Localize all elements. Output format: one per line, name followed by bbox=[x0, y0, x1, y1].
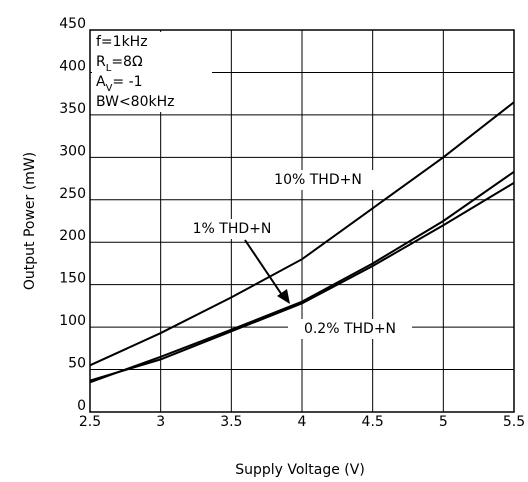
arrow bbox=[244, 239, 285, 299]
y-tick-label: 50 bbox=[68, 356, 86, 372]
series-line bbox=[89, 170, 515, 384]
series-label: 10% THD+N bbox=[274, 172, 362, 188]
condition-text: f=1kHz bbox=[96, 34, 148, 50]
condition-part: V bbox=[106, 83, 113, 94]
y-tick-label: 200 bbox=[59, 228, 86, 244]
condition-text: BW<80kHz bbox=[96, 94, 174, 110]
series-line bbox=[89, 181, 515, 382]
x-tick-label: 4 bbox=[298, 414, 307, 430]
y-tick-label: 350 bbox=[59, 101, 86, 117]
x-tick-label: 5 bbox=[439, 414, 448, 430]
x-tick-label: 4.5 bbox=[362, 414, 384, 430]
condition-part: L bbox=[106, 63, 112, 74]
condition-text: RL=8Ω bbox=[96, 54, 143, 74]
condition-text: AV= -1 bbox=[96, 74, 143, 94]
y-tick-label: 450 bbox=[59, 16, 86, 32]
series-label: 1% THD+N bbox=[193, 221, 272, 237]
x-tick-label: 5.5 bbox=[503, 414, 525, 430]
x-tick-label: 3.5 bbox=[220, 414, 242, 430]
series-label: 0.2% THD+N bbox=[304, 321, 396, 337]
series-line bbox=[89, 101, 515, 367]
y-axis-label: Output Power (mW) bbox=[22, 152, 38, 290]
x-tick-label: 2.5 bbox=[79, 414, 101, 430]
x-axis-label: Supply Voltage (V) bbox=[235, 462, 365, 478]
y-tick-label: 250 bbox=[59, 186, 86, 202]
condition-part: R bbox=[96, 54, 106, 70]
condition-part: A bbox=[96, 74, 106, 90]
label-backing bbox=[256, 170, 380, 190]
condition-part: =8Ω bbox=[111, 54, 143, 70]
y-tick-label: 300 bbox=[59, 143, 86, 159]
label-backing bbox=[288, 319, 412, 339]
condition-part: = -1 bbox=[112, 74, 142, 90]
y-tick-label: 100 bbox=[59, 313, 86, 329]
y-tick-label: 150 bbox=[59, 271, 86, 287]
arrow-head bbox=[277, 289, 290, 304]
y-tick-label: 0 bbox=[77, 398, 86, 414]
x-tick-label: 3 bbox=[156, 414, 165, 430]
conditions-backing bbox=[92, 32, 212, 112]
label-backing bbox=[170, 219, 294, 239]
condition-part: f=1kHz bbox=[96, 34, 148, 50]
y-tick-label: 400 bbox=[59, 58, 86, 74]
condition-part: BW<80kHz bbox=[96, 94, 174, 110]
